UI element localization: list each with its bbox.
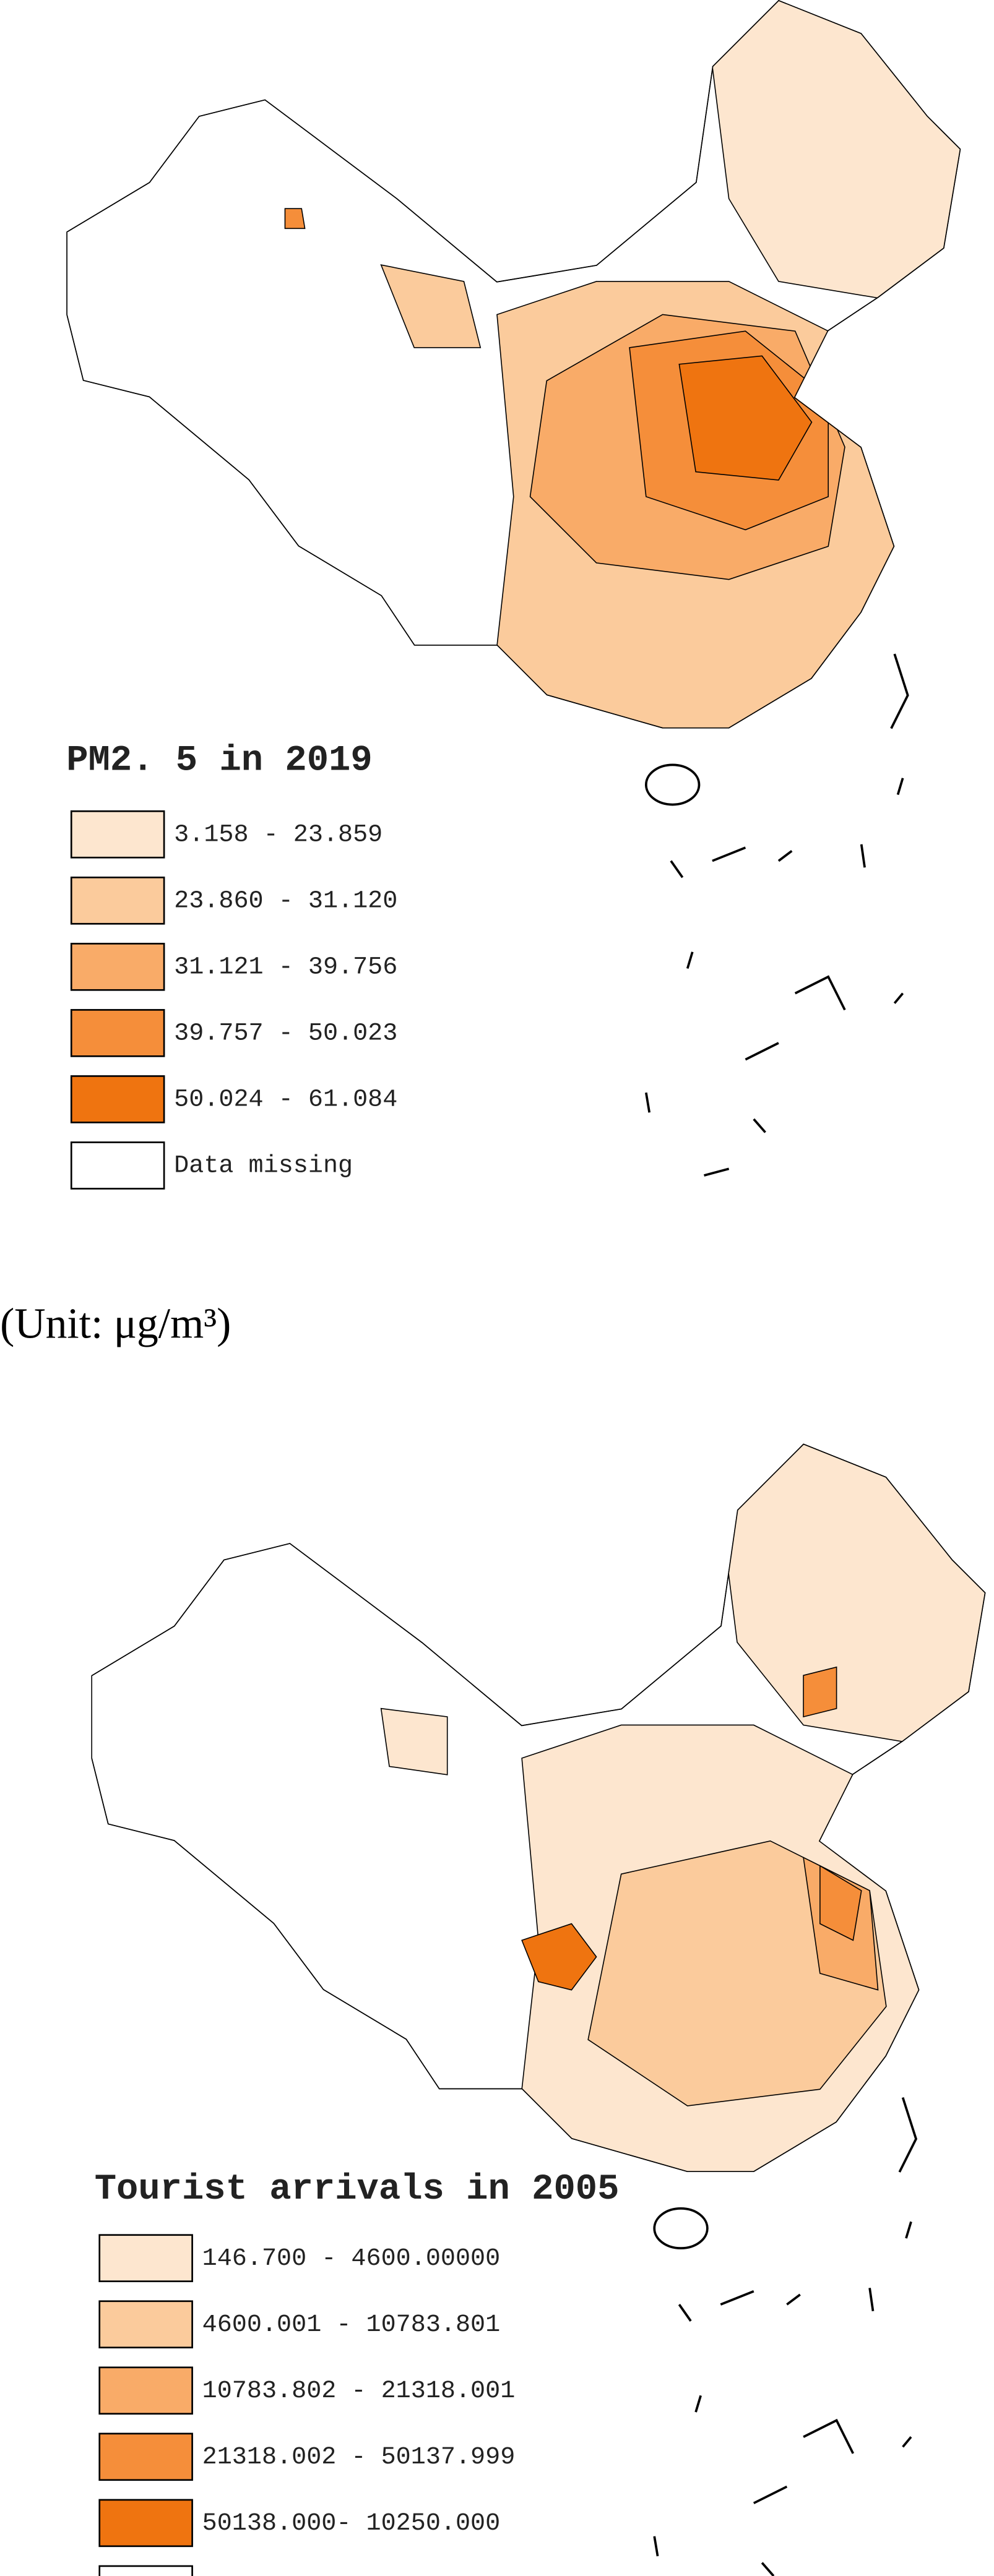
country-outline — [91, 1443, 986, 2173]
legend-label: Data missing — [174, 1153, 353, 1180]
map-tourist: Tourist arrivals in 2005 146.700 - 4600.0… — [91, 1443, 986, 2576]
legend-swatch — [98, 2432, 193, 2481]
region — [521, 1923, 597, 1991]
legend-label: 50138.000- 10250.000 — [202, 2510, 501, 2538]
legend-label: 3.158 - 23.859 — [174, 821, 382, 849]
legend-swatch — [98, 2565, 193, 2576]
legend-swatch — [70, 943, 165, 991]
legend-label: 23.860 - 31.120 — [174, 887, 397, 915]
legend-label: 31.121 - 39.756 — [174, 953, 397, 981]
legend: Tourist arrivals in 2005 146.700 - 4600.0… — [95, 2168, 620, 2576]
region — [803, 1666, 837, 1718]
legend-swatch — [70, 810, 165, 859]
region — [380, 264, 482, 348]
islands — [653, 2221, 912, 2576]
legend-label: 10783.802 - 21318.001 — [202, 2377, 516, 2405]
region — [819, 1865, 862, 1941]
unit-label: (Unit: μg/m³) — [0, 1300, 231, 1347]
legend-swatch — [98, 2366, 193, 2415]
legend-swatch — [70, 1009, 165, 1057]
legend-title: PM2. 5 in 2019 — [66, 739, 373, 781]
island — [653, 2207, 709, 2250]
legend-swatch — [70, 876, 165, 925]
legend-label: 146.700 - 4600.00000 — [202, 2245, 501, 2273]
legend-swatch — [98, 2234, 193, 2282]
legend-label: 50.024 - 61.084 — [174, 1086, 397, 1114]
legend-swatch — [98, 2499, 193, 2548]
islands — [645, 778, 904, 1177]
region — [284, 208, 306, 230]
island — [898, 2097, 918, 2173]
region — [380, 1707, 448, 1775]
region — [678, 355, 813, 481]
island — [644, 763, 701, 806]
legend-label: 21318.002 - 50137.999 — [202, 2444, 516, 2471]
map-body — [66, 0, 961, 729]
map-pm25: PM2. 5 in 2019 3.158 - 23.859 23.860 - 31.… — [66, 0, 961, 1190]
island — [890, 653, 909, 729]
legend: PM2. 5 in 2019 3.158 - 23.859 23.860 - 31.… — [66, 739, 397, 1190]
map-body — [91, 1443, 986, 2173]
legend-label: 4600.001 - 10783.801 — [202, 2311, 501, 2339]
legend-swatch — [98, 2300, 193, 2349]
legend-swatch — [70, 1075, 165, 1123]
legend-swatch — [70, 1141, 165, 1190]
legend-label: 39.757 - 50.023 — [174, 1020, 397, 1047]
legend-title: Tourist arrivals in 2005 — [95, 2168, 620, 2210]
